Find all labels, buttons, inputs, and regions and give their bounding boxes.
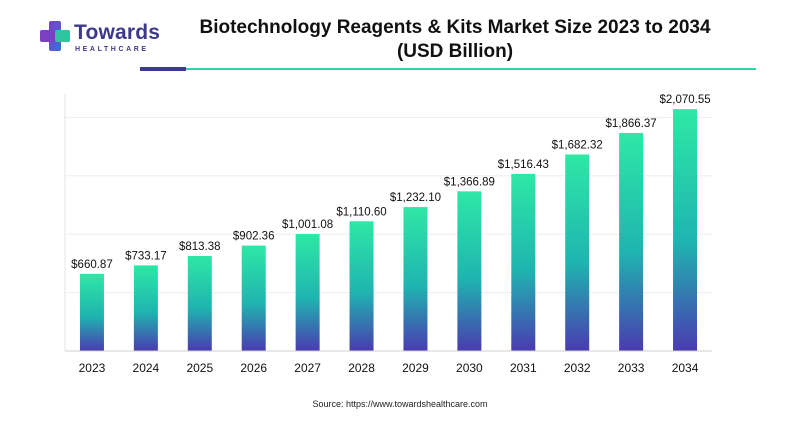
data-label-2030: $1,366.89 [444,176,495,188]
x-tick-2026: 2026 [240,361,267,375]
x-tick-2033: 2033 [618,361,645,375]
x-tick-2030: 2030 [456,361,483,375]
chart-title-line-2: (USD Billion) [396,41,514,62]
bar-2028 [349,221,374,351]
chart-title: Biotechnology Reagents & Kits Market Siz… [175,16,735,64]
bar-2027 [295,234,320,351]
x-tick-2029: 2029 [402,361,429,375]
chart-header: Towards HEALTHCARE Biotechnology Reagent… [0,0,800,80]
data-label-2025: $813.38 [179,241,221,253]
header-rule-dark [140,67,186,71]
logo-name: Towards [74,21,161,44]
data-label-2034: $2,070.55 [659,94,710,106]
bar-chart: $660.87 2023 $733.17 2024 $813.38 2025 $902.36… [64,94,712,375]
brand-logo: Towards HEALTHCARE [38,19,168,59]
bar-2030 [457,191,482,351]
data-label-2024: $733.17 [125,250,167,262]
logo-subtitle: HEALTHCARE [75,46,149,53]
x-tick-2025: 2025 [186,361,213,375]
bar-2026 [241,245,266,351]
x-tick-2032: 2032 [564,361,591,375]
x-tick-2028: 2028 [348,361,375,375]
chart-title-line-1: Biotechnology Reagents & Kits Market Siz… [199,17,711,38]
source-note: Source: https://www.towardshealthcare.co… [312,399,488,409]
data-label-2028: $1,110.60 [336,206,386,218]
data-label-2023: $660.87 [71,259,113,271]
data-label-2029: $1,232.10 [390,192,441,204]
bar-2034 [673,109,698,351]
data-label-2027: $1,001.08 [282,219,333,231]
data-label-2032: $1,682.32 [552,139,603,151]
bar-2031 [511,173,536,351]
header-rule-teal [186,68,756,70]
bar-2033 [619,132,644,351]
x-tick-2023: 2023 [79,361,106,375]
bar-2032 [565,154,590,351]
x-tick-2034: 2034 [672,361,699,375]
x-tick-2024: 2024 [133,361,160,375]
bar-2029 [403,207,428,351]
bar-2025 [187,255,212,351]
x-tick-2031: 2031 [510,361,537,375]
bar-2023 [79,273,104,351]
data-label-2033: $1,866.37 [606,118,657,130]
data-label-2026: $902.36 [233,231,275,243]
x-tick-2027: 2027 [294,361,321,375]
logo-cross-icon [40,21,70,51]
bar-2024 [133,265,158,351]
data-label-2031: $1,516.43 [498,159,549,171]
